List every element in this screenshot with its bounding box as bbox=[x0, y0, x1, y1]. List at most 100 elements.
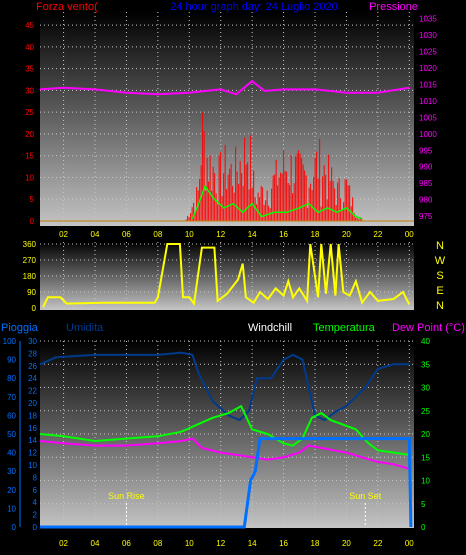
rain-y-tick-label: 80 bbox=[7, 374, 16, 383]
temperature-x-tick-label: 00 bbox=[405, 539, 414, 548]
rain-y-tick-label: 30 bbox=[7, 467, 16, 476]
humidity-y-tick-label: 16 bbox=[28, 424, 37, 433]
wind-y-tick-label: 25 bbox=[25, 108, 34, 117]
wind-y-tick-label: 10 bbox=[25, 173, 34, 182]
humidity-legend: Umidita bbox=[66, 322, 104, 334]
wind-x-axis: 02 04 06 08 10 12 14 16 18 20 22 00 bbox=[59, 230, 414, 239]
temperature-y-tick-label: 30 bbox=[421, 384, 430, 393]
wind-x-tick-label: 14 bbox=[248, 230, 257, 239]
humidity-y-tick-label: 28 bbox=[28, 349, 37, 358]
humidity-y-tick-label: 30 bbox=[28, 337, 37, 346]
temperature-gridlines bbox=[40, 340, 414, 528]
rain-line bbox=[40, 437, 413, 529]
humidity-y-tick-label: 4 bbox=[33, 498, 38, 507]
temperature-y-tick-label: 0 bbox=[421, 523, 426, 532]
temperature-x-tick-label: 08 bbox=[153, 539, 162, 548]
direction-y-tick-label: 360 bbox=[23, 240, 37, 249]
wind-x-tick-label: 18 bbox=[311, 230, 320, 239]
pressure-y-tick-label: 1025 bbox=[419, 48, 437, 57]
wind-x-tick-label: 00 bbox=[405, 230, 414, 239]
humidity-y-tick-label: 8 bbox=[33, 473, 38, 482]
temperature-x-tick-label: 18 bbox=[311, 539, 320, 548]
rain-y-tick-label: 60 bbox=[7, 411, 16, 420]
wind-x-tick-label: 12 bbox=[216, 230, 225, 239]
sun-annotations: Sun Rise Sun Set bbox=[108, 491, 382, 527]
temperature-y-tick-label: 5 bbox=[421, 500, 426, 509]
rain-y-tick-label: 50 bbox=[7, 430, 16, 439]
temperature-y-tick-label: 40 bbox=[421, 337, 430, 346]
wind-y-tick-label: 5 bbox=[30, 195, 35, 204]
cardinal-label: W bbox=[435, 255, 446, 267]
wind-y-tick-label: 35 bbox=[25, 65, 34, 74]
humidity-y-tick-label: 2 bbox=[33, 511, 38, 520]
temperature-x-tick-label: 02 bbox=[59, 539, 68, 548]
dew-point-line bbox=[39, 437, 410, 470]
pressure-y-tick-label: 995 bbox=[419, 146, 433, 155]
temperature-x-tick-label: 04 bbox=[91, 539, 100, 548]
humidity-y-tick-label: 0 bbox=[33, 523, 38, 532]
rain-legend: Pioggia bbox=[1, 322, 39, 334]
wind-x-tick-label: 04 bbox=[91, 230, 100, 239]
humidity-line bbox=[39, 351, 410, 422]
dew-point-legend: Dew Point (°C) bbox=[392, 322, 465, 334]
direction-y-tick-label: 90 bbox=[27, 288, 36, 297]
wind-x-tick-label: 22 bbox=[373, 230, 382, 239]
humidity-y-tick-label: 18 bbox=[28, 411, 37, 420]
humidity-y-tick-label: 26 bbox=[28, 362, 37, 371]
pressure-y-tick-label: 1010 bbox=[419, 97, 437, 106]
temperature-y-tick-label: 10 bbox=[421, 477, 430, 486]
wind-x-tick-label: 08 bbox=[153, 230, 162, 239]
pressure-y-tick-label: 985 bbox=[419, 179, 433, 188]
humidity-y-tick-label: 12 bbox=[28, 449, 37, 458]
temperature-legend: Temperatura bbox=[313, 322, 376, 334]
sun-annotation-label: Sun Rise bbox=[108, 491, 145, 501]
temperature-plot-area bbox=[40, 340, 414, 528]
pressure-y-tick-label: 1000 bbox=[419, 130, 437, 139]
humidity-y-tick-label: 10 bbox=[28, 461, 37, 470]
temperature-x-tick-label: 20 bbox=[342, 539, 351, 548]
direction-line bbox=[42, 243, 411, 308]
pressure-y-tick-label: 1035 bbox=[419, 15, 437, 24]
wind-y-tick-label: 30 bbox=[25, 86, 34, 95]
wind-y-tick-label: 0 bbox=[30, 217, 35, 226]
direction-y-tick-label: 270 bbox=[23, 256, 37, 265]
gust-line bbox=[191, 184, 363, 220]
temperature-x-tick-label: 06 bbox=[122, 539, 131, 548]
temperature-y-tick-label: 15 bbox=[421, 453, 430, 462]
wind-y-axis: 0 5 10 15 20 25 30 35 40 45 bbox=[25, 21, 34, 226]
temperature-x-tick-label: 10 bbox=[185, 539, 194, 548]
wind-x-tick-label: 06 bbox=[122, 230, 131, 239]
cardinal-label: S bbox=[436, 270, 443, 282]
pressure-y-tick-label: 990 bbox=[419, 163, 433, 172]
wind-y-tick-label: 15 bbox=[25, 152, 34, 161]
rain-y-tick-label: 10 bbox=[7, 504, 16, 513]
rain-y-tick-label: 40 bbox=[7, 449, 16, 458]
temperature-x-tick-label: 14 bbox=[248, 539, 257, 548]
temperature-y-tick-label: 25 bbox=[421, 407, 430, 416]
rain-y-tick-label: 20 bbox=[7, 486, 16, 495]
direction-plot-area bbox=[40, 242, 414, 310]
temperature-y-tick-label: 20 bbox=[421, 430, 430, 439]
pressure-line bbox=[39, 79, 410, 96]
rain-y-tick-label: 90 bbox=[7, 356, 16, 365]
pressure-y-tick-label: 1030 bbox=[419, 31, 437, 40]
pressure-y-axis: 975 980 985 990 995 1000 1005 1010 1015 1020 1025 1… bbox=[419, 15, 437, 222]
chart-title: 24 hour graph day: 24 Luglio 2020 bbox=[170, 1, 338, 13]
wind-y-tick-label: 45 bbox=[25, 21, 34, 30]
humidity-y-tick-label: 24 bbox=[28, 374, 37, 383]
pressure-y-tick-label: 1005 bbox=[419, 113, 437, 122]
wind-y-tick-label: 20 bbox=[25, 130, 34, 139]
pressure-y-tick-label: 980 bbox=[419, 196, 433, 205]
direction-y-tick-label: 0 bbox=[32, 304, 37, 313]
rain-y-tick-label: 70 bbox=[7, 393, 16, 402]
cardinal-label: N bbox=[436, 240, 444, 252]
pressure-axis-label: Pressione bbox=[369, 1, 418, 13]
humidity-y-tick-label: 14 bbox=[28, 436, 37, 445]
cardinal-label: E bbox=[436, 285, 443, 297]
humidity-y-tick-label: 6 bbox=[33, 486, 38, 495]
wind-y-tick-label: 40 bbox=[25, 43, 34, 52]
rain-y-tick-label: 0 bbox=[12, 523, 17, 532]
